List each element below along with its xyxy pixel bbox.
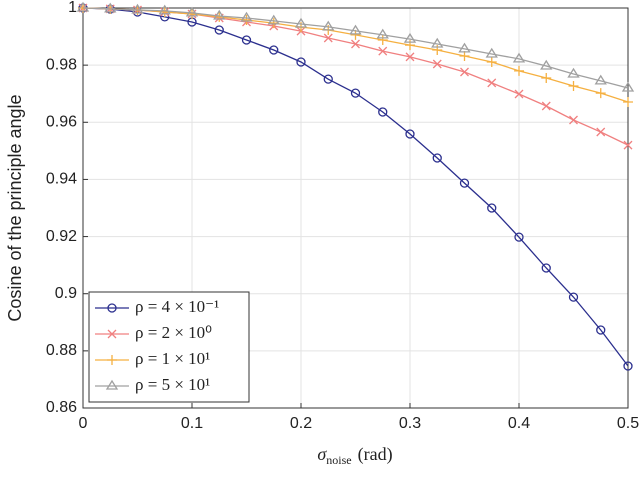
marker bbox=[378, 107, 388, 117]
marker bbox=[541, 101, 551, 111]
marker bbox=[621, 81, 635, 92]
marker bbox=[569, 115, 578, 125]
marker bbox=[623, 97, 633, 107]
x-tick-label: 0.4 bbox=[508, 415, 530, 432]
legend-label: ρ = 4 × 10⁻¹ bbox=[135, 297, 219, 316]
marker bbox=[294, 17, 308, 28]
legend-label: ρ = 2 × 10⁰ bbox=[135, 323, 212, 342]
marker bbox=[185, 6, 199, 17]
marker bbox=[241, 15, 252, 25]
marker bbox=[514, 65, 524, 76]
marker bbox=[460, 67, 469, 77]
marker bbox=[568, 81, 579, 91]
marker bbox=[269, 45, 279, 55]
marker bbox=[459, 51, 470, 61]
marker bbox=[596, 127, 606, 137]
y-tick-label: 0.98 bbox=[46, 56, 77, 73]
y-tick-label: 0.96 bbox=[46, 114, 77, 131]
marker bbox=[378, 46, 388, 56]
marker bbox=[241, 35, 252, 45]
x-label-subscript: noise bbox=[326, 453, 351, 467]
plot-frame bbox=[82, 7, 629, 409]
x-label-unit: (rad) bbox=[358, 444, 393, 465]
marker bbox=[596, 325, 606, 335]
marker bbox=[487, 78, 497, 88]
marker bbox=[323, 33, 333, 43]
legend-label: ρ = 5 × 10¹ bbox=[135, 375, 210, 394]
y-tick-label: 1 bbox=[68, 0, 77, 16]
legend-marker bbox=[107, 303, 117, 313]
marker bbox=[240, 11, 253, 22]
marker bbox=[131, 3, 144, 14]
marker bbox=[541, 73, 552, 83]
marker bbox=[405, 52, 415, 62]
marker bbox=[623, 140, 633, 150]
marker bbox=[485, 47, 498, 58]
marker bbox=[595, 88, 606, 99]
marker bbox=[568, 292, 579, 302]
legend-marker bbox=[105, 379, 119, 390]
marker bbox=[541, 263, 551, 273]
y-axis-label: Cosine of the principle angle bbox=[5, 94, 25, 321]
marker bbox=[567, 67, 580, 78]
marker bbox=[350, 29, 361, 40]
marker bbox=[351, 39, 360, 49]
marker bbox=[403, 32, 417, 43]
marker bbox=[296, 57, 306, 67]
marker bbox=[432, 59, 442, 69]
x-axis-label: σnoise (rad) bbox=[317, 444, 392, 467]
series-line bbox=[82, 7, 629, 89]
marker bbox=[349, 24, 362, 35]
marker bbox=[214, 25, 224, 35]
marker bbox=[322, 20, 335, 31]
marker bbox=[432, 153, 442, 163]
x-tick-label: 0.5 bbox=[617, 415, 639, 432]
x-label-symbol: σ bbox=[317, 444, 327, 464]
marker bbox=[512, 52, 526, 63]
marker bbox=[458, 42, 471, 53]
y-tick-label: 0.9 bbox=[55, 285, 77, 302]
y-tick-label: 0.94 bbox=[46, 171, 77, 188]
marker bbox=[104, 2, 117, 13]
x-tick-label: 0.3 bbox=[399, 415, 421, 432]
marker bbox=[158, 4, 171, 15]
legend: ρ = 4 × 10⁻¹ ρ = 2 × 10⁰ ρ = 1 × 10¹ ρ = 5 … bbox=[88, 291, 250, 403]
marker bbox=[350, 88, 361, 98]
marker bbox=[487, 203, 497, 213]
marker bbox=[594, 74, 607, 85]
marker bbox=[323, 74, 333, 84]
marker bbox=[459, 178, 470, 188]
marker bbox=[431, 37, 444, 48]
marker bbox=[405, 129, 415, 139]
marker bbox=[623, 361, 633, 371]
x-tick-label: 0.1 bbox=[181, 415, 203, 432]
marker bbox=[540, 59, 553, 70]
marker bbox=[377, 35, 388, 45]
x-tick-label: 0.2 bbox=[290, 415, 312, 432]
marker bbox=[267, 14, 280, 25]
marker bbox=[76, 1, 90, 12]
marker bbox=[514, 232, 524, 242]
legend-marker bbox=[107, 355, 117, 365]
marker bbox=[268, 18, 279, 29]
marker bbox=[213, 9, 226, 20]
y-tick-label: 0.88 bbox=[46, 342, 77, 359]
y-tick-label: 0.92 bbox=[46, 228, 77, 245]
y-tick-label: 0.86 bbox=[46, 399, 77, 416]
series-line bbox=[82, 7, 629, 367]
marker bbox=[514, 89, 524, 99]
legend-label: ρ = 1 × 10¹ bbox=[135, 349, 210, 368]
legend-marker bbox=[107, 329, 117, 339]
marker bbox=[376, 28, 389, 39]
marker bbox=[486, 57, 497, 67]
x-tick-label: 0 bbox=[79, 415, 88, 432]
